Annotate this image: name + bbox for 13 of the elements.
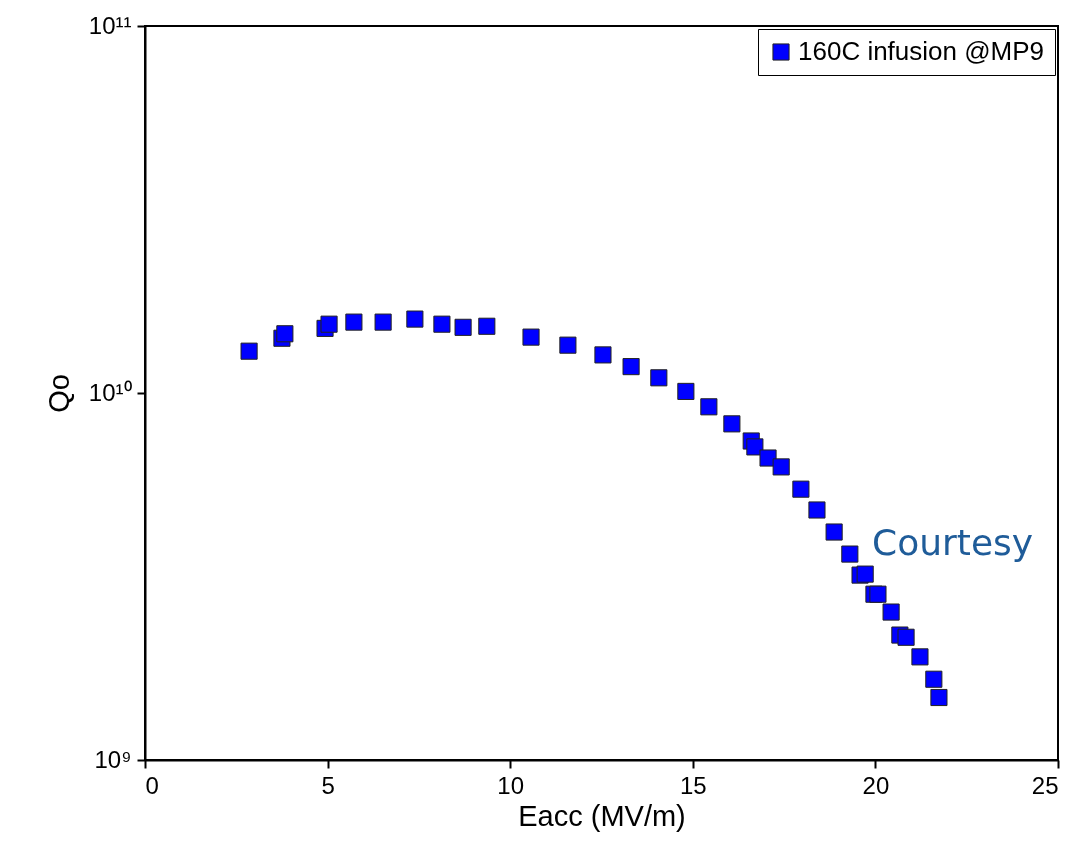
x-tick-label: 25 <box>1031 771 1059 799</box>
legend-label: 160C infusion @MP9 <box>798 36 1045 66</box>
x-tick-label: 20 <box>862 771 890 799</box>
x-tick-label: 0 <box>145 771 159 799</box>
y-axis-title: Qo <box>42 374 75 413</box>
y-tick-label: 10⁹ <box>94 745 132 773</box>
x-tick-label: 10 <box>497 771 525 799</box>
y-tick-label: 10¹¹ <box>88 11 132 39</box>
x-axis-title: Eacc (MV/m) <box>518 799 686 832</box>
x-tick-label: 5 <box>321 771 335 799</box>
y-tick-label: 10¹⁰ <box>88 378 132 406</box>
annotation: Courtesy <box>872 522 1034 563</box>
x-tick-label: 15 <box>679 771 707 799</box>
